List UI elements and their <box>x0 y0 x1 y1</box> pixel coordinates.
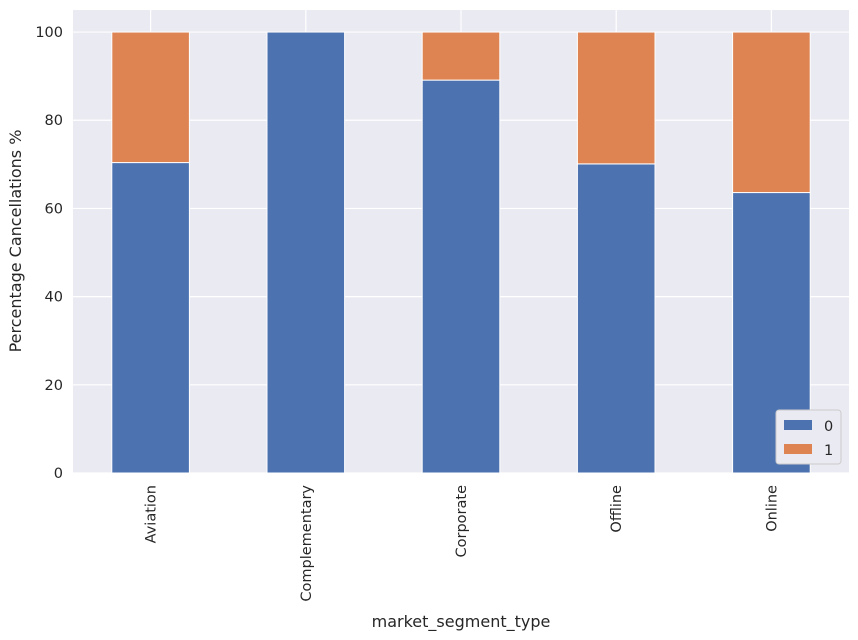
y-tick-label-60: 60 <box>45 201 63 217</box>
y-tick-label-80: 80 <box>45 113 63 129</box>
legend: 0 1 <box>775 409 842 465</box>
y-tick-label-0: 0 <box>54 466 63 482</box>
bar-corporate-series-0 <box>421 79 501 474</box>
x-tick-label-corporate: Corporate <box>454 485 470 558</box>
legend-label-0: 0 <box>824 419 833 435</box>
bar-aviation-series-1 <box>111 31 190 164</box>
legend-label-1: 1 <box>824 443 833 459</box>
x-tick-label-offline: Offline <box>609 485 625 533</box>
bars <box>111 31 811 474</box>
x-tick-label-complementary: Complementary <box>299 485 315 602</box>
x-tick-label-online: Online <box>764 485 780 532</box>
bar-aviation-series-0 <box>111 162 190 474</box>
legend-swatch-0 <box>784 420 812 430</box>
y-axis-label: Percentage Cancellations % <box>6 130 25 353</box>
y-axis-ticks: 0 20 40 60 80 100 <box>35 25 63 482</box>
x-axis-label: market_segment_type <box>372 612 551 632</box>
bar-offline-series-0 <box>576 163 656 474</box>
x-tick-label-aviation: Aviation <box>144 485 160 543</box>
bar-online-series-1 <box>732 31 811 194</box>
x-axis-ticks: Aviation Complementary Corporate Offline Onl… <box>144 485 781 602</box>
y-tick-label-100: 100 <box>35 25 63 41</box>
bar-offline-series-1 <box>576 31 656 165</box>
legend-swatch-1 <box>784 444 812 454</box>
y-tick-label-40: 40 <box>45 290 63 306</box>
bar-corporate-series-1 <box>421 31 501 81</box>
y-tick-label-20: 20 <box>45 378 63 394</box>
bar-complementary-series-0 <box>266 31 346 474</box>
